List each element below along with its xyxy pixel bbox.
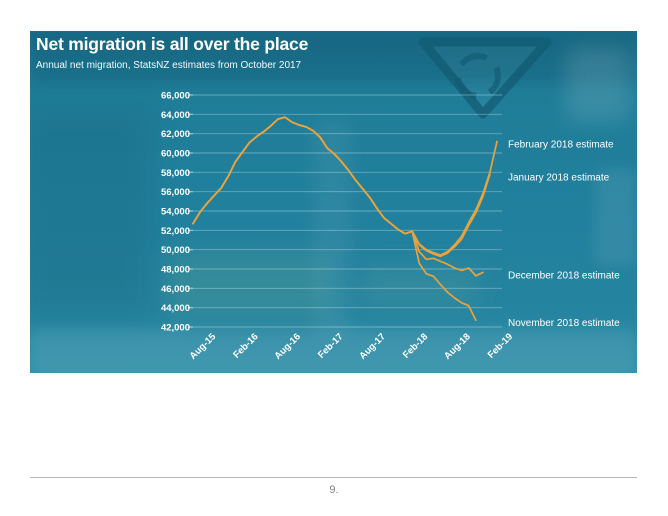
x-tick-label: Feb-19 bbox=[486, 331, 515, 360]
footer-divider bbox=[30, 477, 637, 478]
series-line-january-2018-estimate bbox=[192, 116, 491, 258]
y-tick-label: 48,000 bbox=[161, 265, 190, 276]
x-tick-label: Feb-17 bbox=[316, 331, 345, 360]
y-tick-label: 42,000 bbox=[161, 323, 190, 334]
page-number: 9. bbox=[329, 484, 339, 496]
y-tick-label: 60,000 bbox=[161, 149, 190, 160]
photo-foliage-patch-2 bbox=[360, 266, 480, 306]
roundabout-sign-icon bbox=[418, 37, 552, 119]
x-tick-label: Feb-16 bbox=[231, 331, 260, 360]
chart-title: Net migration is all over the place bbox=[36, 34, 309, 54]
x-tick-label: Aug-15 bbox=[188, 331, 219, 362]
series-end-label: December 2018 estimate bbox=[508, 270, 620, 281]
y-tick-label: 52,000 bbox=[161, 226, 190, 237]
photo-foliage-patch bbox=[168, 253, 328, 315]
x-tick-label: Aug-18 bbox=[442, 331, 473, 362]
series-line-february-2018-estimate bbox=[192, 116, 498, 256]
x-tick-label: Feb-18 bbox=[401, 331, 430, 360]
migration-line-chart: 66,000 64,000 62,000 60,000 58,000 56,000 54,0… bbox=[161, 91, 620, 362]
y-tick-label: 56,000 bbox=[161, 187, 190, 198]
x-tick-label: Aug-17 bbox=[357, 331, 388, 362]
series-end-label: January 2018 estimate bbox=[508, 172, 610, 183]
photo-highlight-right bbox=[566, 47, 630, 121]
photo-shade-left bbox=[30, 109, 150, 314]
y-tick-label: 66,000 bbox=[161, 91, 190, 102]
series-end-label: February 2018 estimate bbox=[508, 139, 614, 150]
y-tick-label: 44,000 bbox=[161, 303, 190, 314]
y-tick-label: 54,000 bbox=[161, 207, 190, 218]
x-tick-label: Aug-16 bbox=[272, 331, 303, 362]
series-end-label: November 2018 estimate bbox=[508, 318, 620, 329]
y-tick-label: 64,000 bbox=[161, 110, 190, 121]
y-tick-label: 50,000 bbox=[161, 245, 190, 256]
series-line-december-2018-estimate bbox=[192, 116, 484, 277]
photo-highlight-bottom bbox=[30, 329, 637, 373]
background-photo bbox=[30, 31, 637, 373]
chart-panel: Net migration is all over the place Annu… bbox=[30, 31, 637, 373]
y-tick-label: 46,000 bbox=[161, 284, 190, 295]
photo-building-patch bbox=[595, 169, 637, 265]
y-tick-label: 62,000 bbox=[161, 129, 190, 140]
photo-pole-highlight bbox=[313, 121, 351, 336]
chart-subtitle: Annual net migration, StatsNZ estimates … bbox=[36, 60, 302, 71]
y-tick-label: 58,000 bbox=[161, 168, 190, 179]
series-line-november-2018-estimate bbox=[192, 116, 477, 322]
